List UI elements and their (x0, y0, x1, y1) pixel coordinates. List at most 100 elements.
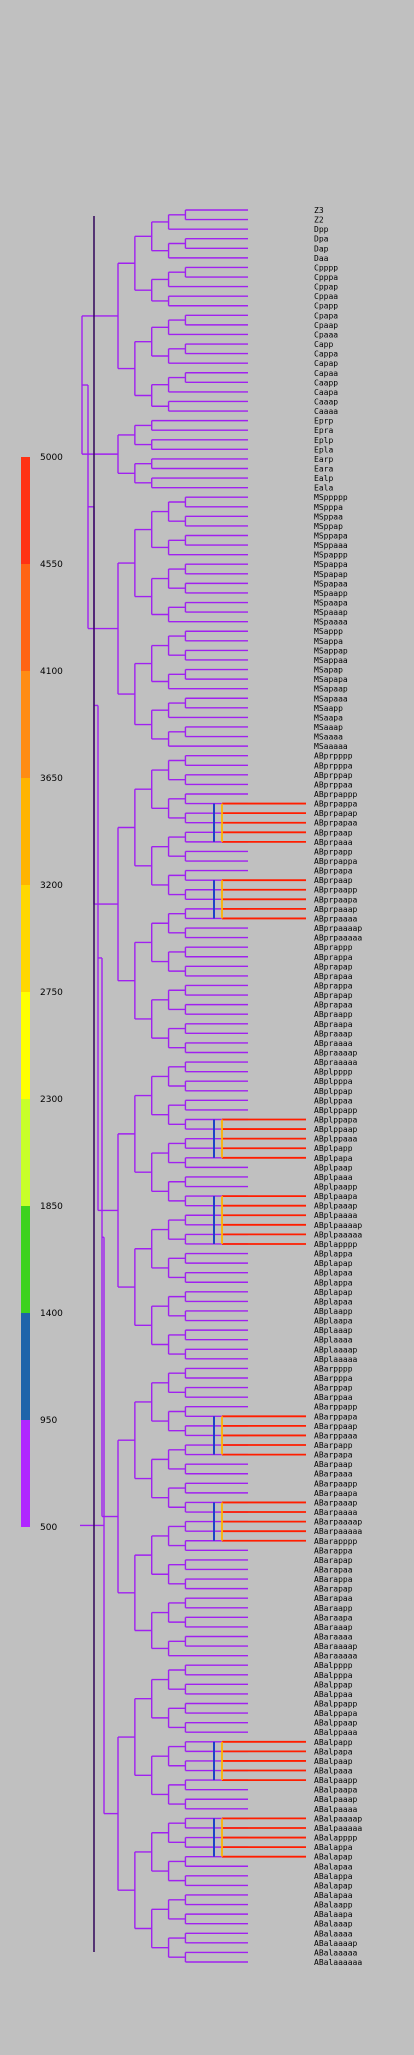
leaf-label: Cppap (314, 283, 338, 292)
leaf-label: ABalppapa (314, 1709, 358, 1718)
leaf-label: Cpapp (314, 302, 338, 311)
leaf-label: ABplppaaa (314, 1135, 358, 1144)
leaf-label: Epla (314, 445, 333, 454)
scale-band (21, 1420, 30, 1527)
leaf-label: Epra (314, 426, 333, 435)
leaf-label: Eplp (314, 436, 333, 445)
leaf-label: Caapa (314, 388, 338, 397)
leaf-label: Eala (314, 484, 333, 493)
leaf-label: ABalpaaap (314, 1795, 358, 1804)
scale-label: 4100 (40, 667, 63, 677)
leaf-label: ABprapaa (314, 972, 353, 981)
leaf-label: Cpaap (314, 321, 338, 330)
leaf-label: ABplaaaa (314, 1336, 353, 1345)
leaf-label: ABprpaap (314, 876, 353, 885)
leaf-label: MSpaapa (314, 599, 348, 608)
leaf-label: ABprpappp (314, 790, 358, 799)
leaf-label: ABpraapp (314, 1010, 353, 1019)
leaf-label: ABprpapaa (314, 819, 358, 828)
leaf-label: ABalppaap (314, 1719, 358, 1728)
leaf-label: MSappa (314, 637, 343, 646)
leaf-label: Z3 (314, 206, 324, 215)
leaf-label: MSpaaaa (314, 618, 348, 627)
scale-label: 1850 (40, 1202, 63, 1212)
leaf-label: Cppaa (314, 292, 338, 301)
leaf-label: ABalpppp (314, 1661, 353, 1670)
leaf-label: ABprpaaa (314, 838, 353, 847)
leaf-label: ABpraaaap (314, 1048, 358, 1057)
leaf-label: MSppaa (314, 512, 343, 521)
leaf-label: ABplppaap (314, 1125, 358, 1134)
leaf-label: ABarpaapp (314, 1479, 358, 1488)
leaf-label: ABplaapa (314, 1317, 353, 1326)
leaf-label: ABarpaaap (314, 1498, 358, 1507)
leaf-label: ABprpapa (314, 867, 353, 876)
leaf-label: ABprpappa (314, 800, 358, 809)
leaf-label: ABplapap (314, 1259, 353, 1268)
scale-label: 3650 (40, 774, 63, 784)
leaf-label: ABaraapp (314, 1604, 353, 1613)
leaf-label: ABplaapp (314, 1307, 353, 1316)
leaf-label: ABarpaaaaa (314, 1527, 362, 1536)
leaf-label: ABarappa (314, 1575, 353, 1584)
leaf-label: Eara (314, 464, 333, 473)
scale-label: 500 (40, 1523, 57, 1533)
leaf-label: ABarppaaa (314, 1431, 358, 1440)
leaf-label: ABalapaa (314, 1891, 353, 1900)
leaf-label: ABarppap (314, 1384, 353, 1393)
leaf-label: ABalapap (314, 1881, 353, 1890)
leaf-label: ABprpaap (314, 828, 353, 837)
leaf-label: ABalaapp (314, 1901, 353, 1910)
leaf-label: ABplpapa (314, 1154, 353, 1163)
leaf-label: ABalpaaaaa (314, 1824, 362, 1833)
color-scale-labels: 500 950 1400 1850 2300 2750 3200 3650 4100 4550 50… (40, 453, 63, 1533)
leaf-label: ABalpapa (314, 1747, 353, 1756)
leaf-label: MSppapa (314, 532, 348, 541)
leaf-label: ABprpaaaa (314, 914, 358, 923)
leaf-label: Caapp (314, 378, 338, 387)
leaf-label: ABarpppp (314, 1364, 353, 1373)
leaf-label: ABalpapp (314, 1738, 353, 1747)
leaf-label: ABplppapp (314, 1106, 358, 1115)
leaf-label: Dpp (314, 225, 329, 234)
leaf-label: ABpraaaa (314, 1039, 353, 1048)
leaf-label: ABplppapa (314, 1116, 358, 1125)
leaf-label: ABarapaa (314, 1565, 353, 1574)
leaf-label: ABarappa (314, 1546, 353, 1555)
scale-band (21, 671, 30, 778)
leaf-label: ABplapppp (314, 1240, 358, 1249)
leaf-label: ABplpaapp (314, 1183, 358, 1192)
leaf-label: ABalpaapp (314, 1776, 358, 1785)
leaf-label: ABplappa (314, 1250, 353, 1259)
leaf-label: Capp (314, 340, 333, 349)
leaf-label: ABprpaapp (314, 886, 358, 895)
scale-band (21, 1099, 30, 1206)
leaf-label: ABplapaa (314, 1297, 353, 1306)
leaf-label: ABplpaapa (314, 1192, 358, 1201)
leaf-label: ABprappa (314, 981, 353, 990)
leaf-label: ABalaaaa (314, 1929, 353, 1938)
leaf-label: ABalppapp (314, 1700, 358, 1709)
leaf-label: Earp (314, 455, 333, 464)
leaf-label: ABalaaaaa (314, 1948, 358, 1957)
scale-band (21, 885, 30, 992)
leaf-label: MSpapap (314, 570, 348, 579)
leaf-label: Cpaaa (314, 330, 338, 339)
leaf-label: MSppaaa (314, 541, 348, 550)
leaf-label: Capap (314, 359, 338, 368)
leaf-label: ABprpppa (314, 761, 353, 770)
color-scale-bar (21, 457, 30, 1527)
leaf-label: ABarppaa (314, 1393, 353, 1402)
leaf-label: ABalppaa (314, 1690, 353, 1699)
leaf-label: ABpraaap (314, 1029, 353, 1038)
leaf-label: MSpaaap (314, 608, 348, 617)
leaf-label: ABarpapa (314, 1451, 353, 1460)
leaf-label: ABplpppa (314, 1077, 353, 1086)
leaf-label: ABplapap (314, 1288, 353, 1297)
leaf-label: ABprapap (314, 962, 353, 971)
leaf-label: ABalpppa (314, 1671, 353, 1680)
leaf-label: MSappap (314, 646, 348, 655)
leaf-label: ABarpaap (314, 1460, 353, 1469)
leaf-label: MSapaap (314, 685, 348, 694)
leaf-label: ABprapaa (314, 1001, 353, 1010)
